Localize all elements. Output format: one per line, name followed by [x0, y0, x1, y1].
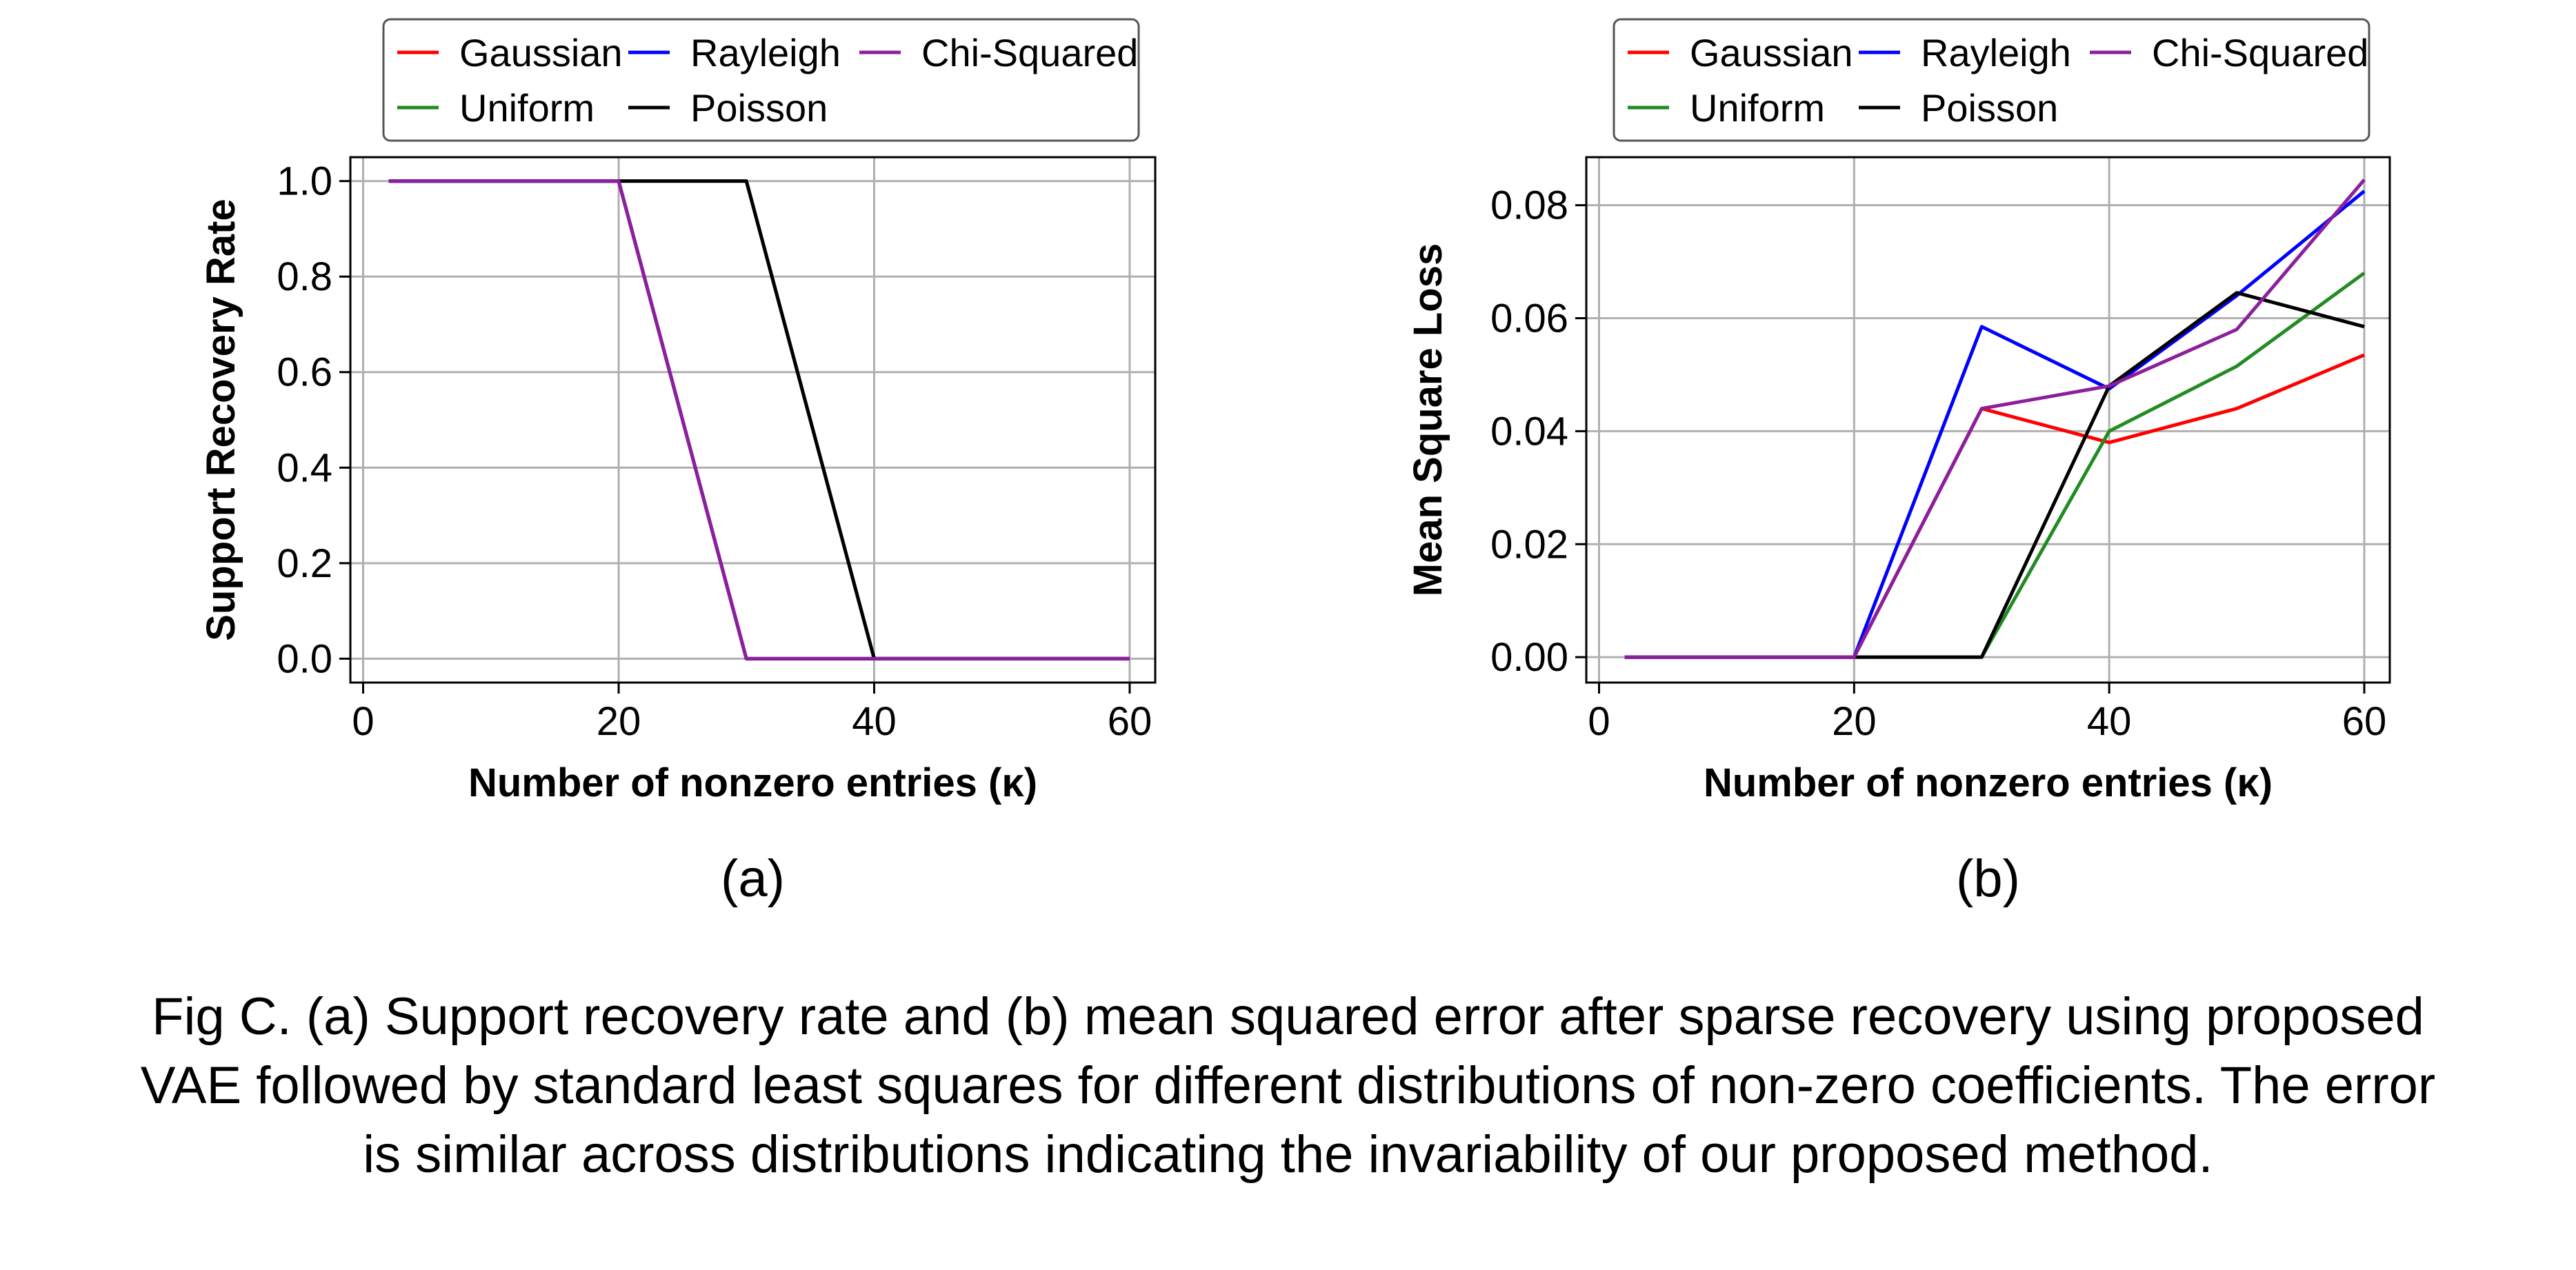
y-tick-label: 1.0 [277, 159, 332, 204]
y-axis-title: Support Recovery Rate [199, 199, 243, 641]
series-line-poisson [1624, 291, 2365, 659]
x-axis-title: Number of nonzero entries (κ) [468, 760, 1037, 805]
y-tick-label: 0.00 [1490, 635, 1568, 680]
plot-frame [1585, 156, 2391, 684]
legend-label: Chi-Squared [2152, 31, 2368, 74]
y-tick-label: 0.0 [277, 636, 332, 681]
y-axis-title: Mean Square Loss [1406, 243, 1450, 596]
y-tick-label: 0.6 [277, 350, 332, 395]
legend-label: Gaussian [459, 31, 623, 74]
x-tick-label: 60 [2342, 699, 2387, 744]
legend-label: Chi-Squared [921, 31, 1138, 74]
series-line-chi-squared [388, 179, 1130, 661]
chart-panel-b: 0 20 40 60 0.00 0.02 0.04 0.06 0.08 Number of non… [1406, 18, 2391, 908]
y-tick-label: 0.04 [1490, 409, 1568, 454]
caption-line: VAE followed by standard least squares f… [140, 1056, 2436, 1115]
series-line-rayleigh [388, 179, 1130, 661]
x-tick-label: 40 [2087, 699, 2132, 744]
panel-label: (a) [721, 849, 785, 908]
caption-line: is similar across distributions indicati… [363, 1125, 2213, 1184]
series-line-chi-squared [1624, 179, 2366, 659]
y-tick-label: 0.2 [277, 541, 332, 586]
legend-box [382, 18, 1140, 142]
x-tick-label: 60 [1108, 699, 1152, 744]
legend-label: Poisson [690, 86, 828, 130]
series-line-uniform [1624, 271, 2366, 659]
caption-line: Fig C. (a) Support recovery rate and (b)… [152, 987, 2424, 1046]
legend-label: Uniform [1690, 86, 1825, 130]
x-tick-label: 20 [597, 699, 641, 744]
legend-label: Rayleigh [690, 31, 841, 74]
x-tick-label: 0 [1588, 699, 1610, 744]
y-tick-label: 0.4 [277, 445, 332, 490]
legend-label: Uniform [459, 86, 595, 130]
figure-caption: Fig C. (a) Support recovery rate and (b)… [0, 982, 2576, 1189]
y-tick-label: 0.02 [1490, 522, 1568, 567]
legend-label: Rayleigh [1921, 31, 2071, 74]
legend-label: Poisson [1921, 86, 2058, 130]
series-line-gaussian [388, 179, 1130, 661]
x-tick-label: 20 [1832, 699, 1877, 744]
y-tick-label: 0.06 [1490, 296, 1568, 341]
legend-label: Gaussian [1690, 31, 1853, 74]
series-line-gaussian [1624, 353, 2365, 659]
panel-label: (b) [1956, 849, 2020, 908]
x-tick-label: 0 [352, 699, 374, 744]
chart-panel-a: 0 20 40 60 0.0 0.2 0.4 0.6 0.8 1.0 Number of nonze… [199, 18, 1157, 908]
x-axis-title: Number of nonzero entries (κ) [1704, 760, 2273, 805]
series-line-poisson [388, 179, 1130, 661]
y-tick-label: 0.08 [1490, 183, 1568, 228]
series-line-uniform [388, 179, 1130, 661]
legend-box [1613, 18, 2370, 142]
plot-frame [349, 156, 1157, 684]
y-tick-label: 0.8 [277, 254, 332, 299]
series-line-rayleigh [1624, 190, 2366, 659]
x-tick-label: 40 [852, 699, 897, 744]
